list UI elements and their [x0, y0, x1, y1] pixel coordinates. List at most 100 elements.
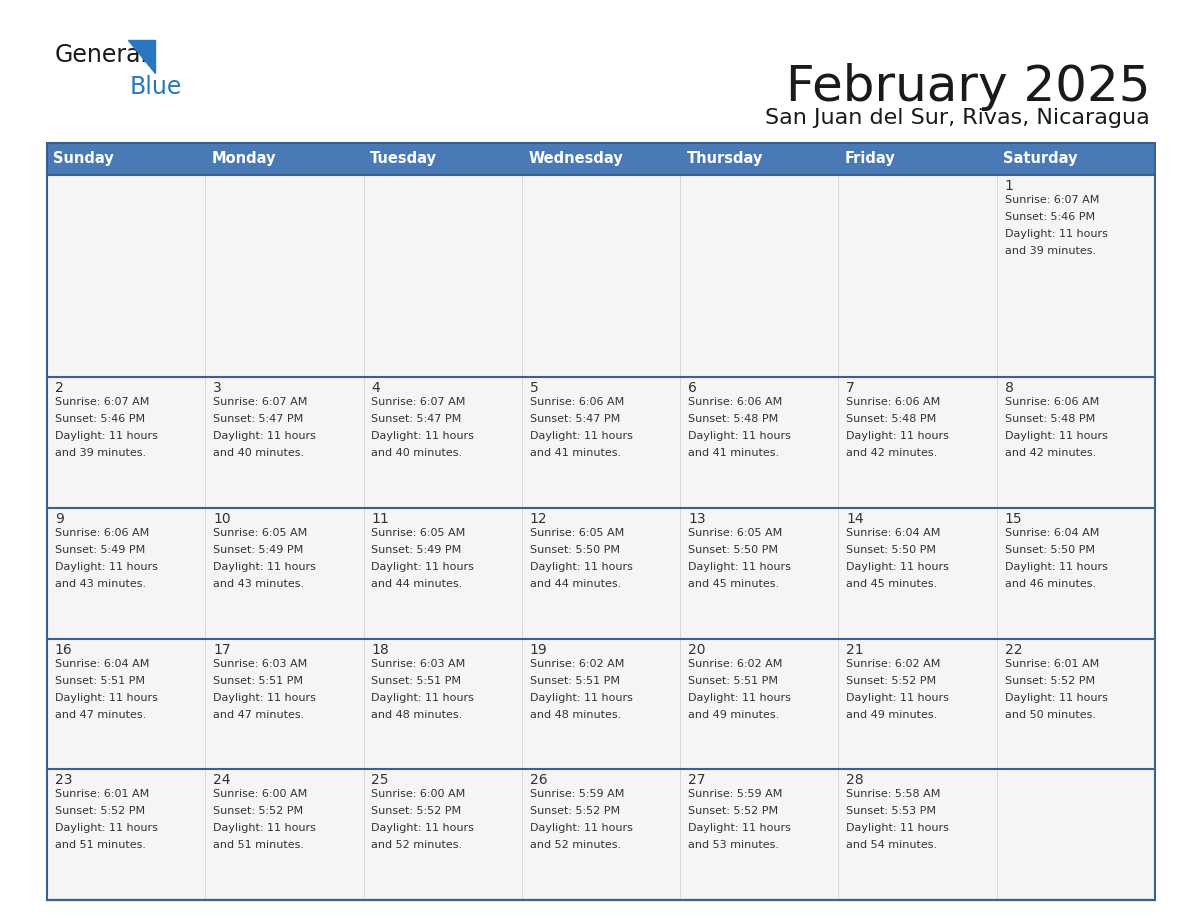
Text: and 50 minutes.: and 50 minutes.: [1005, 710, 1095, 720]
Text: Daylight: 11 hours: Daylight: 11 hours: [372, 431, 474, 442]
Text: Daylight: 11 hours: Daylight: 11 hours: [688, 693, 791, 703]
FancyBboxPatch shape: [206, 508, 364, 639]
Text: Sunrise: 6:06 AM: Sunrise: 6:06 AM: [1005, 397, 1099, 408]
Text: Sunset: 5:48 PM: Sunset: 5:48 PM: [688, 415, 778, 424]
Text: Daylight: 11 hours: Daylight: 11 hours: [1005, 431, 1107, 442]
Text: Sunrise: 6:03 AM: Sunrise: 6:03 AM: [372, 659, 466, 668]
FancyBboxPatch shape: [839, 508, 997, 639]
Text: 28: 28: [846, 773, 864, 788]
Text: and 43 minutes.: and 43 minutes.: [213, 579, 304, 589]
Text: Tuesday: Tuesday: [369, 151, 437, 166]
Text: 10: 10: [213, 512, 230, 526]
Text: 5: 5: [530, 382, 538, 396]
Text: Daylight: 11 hours: Daylight: 11 hours: [530, 693, 633, 703]
Text: Sunset: 5:52 PM: Sunset: 5:52 PM: [688, 806, 778, 816]
FancyBboxPatch shape: [48, 143, 1155, 175]
Text: Sunrise: 5:58 AM: Sunrise: 5:58 AM: [846, 789, 941, 800]
Text: Daylight: 11 hours: Daylight: 11 hours: [846, 693, 949, 703]
Text: Sunset: 5:50 PM: Sunset: 5:50 PM: [1005, 545, 1094, 555]
Text: 15: 15: [1005, 512, 1022, 526]
Text: Daylight: 11 hours: Daylight: 11 hours: [530, 431, 633, 442]
Text: Friday: Friday: [845, 151, 896, 166]
FancyBboxPatch shape: [522, 175, 681, 377]
FancyBboxPatch shape: [48, 508, 206, 639]
Text: Sunset: 5:51 PM: Sunset: 5:51 PM: [530, 676, 620, 686]
Text: 13: 13: [688, 512, 706, 526]
Text: Sunset: 5:47 PM: Sunset: 5:47 PM: [530, 415, 620, 424]
FancyBboxPatch shape: [364, 377, 522, 508]
Text: 26: 26: [530, 773, 548, 788]
Text: 19: 19: [530, 643, 548, 656]
Text: Daylight: 11 hours: Daylight: 11 hours: [55, 431, 158, 442]
FancyBboxPatch shape: [48, 769, 206, 900]
Text: and 43 minutes.: and 43 minutes.: [55, 579, 146, 589]
FancyBboxPatch shape: [364, 769, 522, 900]
Text: Wednesday: Wednesday: [529, 151, 623, 166]
Text: Daylight: 11 hours: Daylight: 11 hours: [213, 562, 316, 572]
Text: Sunrise: 6:02 AM: Sunrise: 6:02 AM: [530, 659, 624, 668]
Text: Sunrise: 6:07 AM: Sunrise: 6:07 AM: [1005, 195, 1099, 205]
Text: and 40 minutes.: and 40 minutes.: [213, 449, 304, 458]
Text: and 42 minutes.: and 42 minutes.: [846, 449, 937, 458]
Text: Sunset: 5:52 PM: Sunset: 5:52 PM: [55, 806, 145, 816]
Text: 2: 2: [55, 382, 64, 396]
Text: Daylight: 11 hours: Daylight: 11 hours: [688, 431, 791, 442]
Text: Daylight: 11 hours: Daylight: 11 hours: [55, 693, 158, 703]
Text: Sunset: 5:49 PM: Sunset: 5:49 PM: [213, 545, 303, 555]
Text: Daylight: 11 hours: Daylight: 11 hours: [372, 693, 474, 703]
Text: February 2025: February 2025: [785, 63, 1150, 111]
Text: Daylight: 11 hours: Daylight: 11 hours: [372, 823, 474, 834]
Text: and 47 minutes.: and 47 minutes.: [55, 710, 146, 720]
Text: 1: 1: [1005, 179, 1013, 193]
Text: and 45 minutes.: and 45 minutes.: [688, 579, 779, 589]
Text: Sunrise: 6:04 AM: Sunrise: 6:04 AM: [55, 659, 150, 668]
Text: and 41 minutes.: and 41 minutes.: [530, 449, 621, 458]
Text: Daylight: 11 hours: Daylight: 11 hours: [688, 823, 791, 834]
Text: 12: 12: [530, 512, 548, 526]
Text: Sunrise: 6:03 AM: Sunrise: 6:03 AM: [213, 659, 308, 668]
Text: and 42 minutes.: and 42 minutes.: [1005, 449, 1095, 458]
Text: Daylight: 11 hours: Daylight: 11 hours: [846, 431, 949, 442]
Text: and 39 minutes.: and 39 minutes.: [1005, 246, 1095, 256]
FancyBboxPatch shape: [364, 639, 522, 769]
Text: and 53 minutes.: and 53 minutes.: [688, 840, 779, 850]
Text: Sunrise: 6:01 AM: Sunrise: 6:01 AM: [55, 789, 150, 800]
Text: 27: 27: [688, 773, 706, 788]
FancyBboxPatch shape: [997, 769, 1155, 900]
Text: Sunrise: 6:06 AM: Sunrise: 6:06 AM: [846, 397, 941, 408]
Text: 21: 21: [846, 643, 864, 656]
Text: Sunrise: 6:07 AM: Sunrise: 6:07 AM: [213, 397, 308, 408]
FancyBboxPatch shape: [681, 639, 839, 769]
Text: Daylight: 11 hours: Daylight: 11 hours: [688, 562, 791, 572]
FancyBboxPatch shape: [206, 377, 364, 508]
FancyBboxPatch shape: [997, 639, 1155, 769]
Text: 11: 11: [372, 512, 390, 526]
Text: and 47 minutes.: and 47 minutes.: [213, 710, 304, 720]
Text: and 49 minutes.: and 49 minutes.: [688, 710, 779, 720]
Text: Sunrise: 6:00 AM: Sunrise: 6:00 AM: [372, 789, 466, 800]
Text: Daylight: 11 hours: Daylight: 11 hours: [846, 823, 949, 834]
Text: and 49 minutes.: and 49 minutes.: [846, 710, 937, 720]
Text: and 54 minutes.: and 54 minutes.: [846, 840, 937, 850]
Text: 7: 7: [846, 382, 855, 396]
Text: Daylight: 11 hours: Daylight: 11 hours: [213, 823, 316, 834]
Text: Sunset: 5:48 PM: Sunset: 5:48 PM: [846, 415, 936, 424]
Text: and 39 minutes.: and 39 minutes.: [55, 449, 146, 458]
Text: Sunrise: 6:01 AM: Sunrise: 6:01 AM: [1005, 659, 1099, 668]
Text: 3: 3: [213, 382, 222, 396]
Text: Daylight: 11 hours: Daylight: 11 hours: [55, 823, 158, 834]
Text: Sunrise: 5:59 AM: Sunrise: 5:59 AM: [530, 789, 624, 800]
Text: Sunrise: 6:05 AM: Sunrise: 6:05 AM: [213, 528, 308, 538]
Text: Sunset: 5:51 PM: Sunset: 5:51 PM: [372, 676, 461, 686]
Text: Sunrise: 6:02 AM: Sunrise: 6:02 AM: [846, 659, 941, 668]
FancyBboxPatch shape: [364, 508, 522, 639]
Text: and 44 minutes.: and 44 minutes.: [530, 579, 621, 589]
FancyBboxPatch shape: [839, 175, 997, 377]
Text: Sunset: 5:50 PM: Sunset: 5:50 PM: [846, 545, 936, 555]
Text: Sunset: 5:52 PM: Sunset: 5:52 PM: [530, 806, 620, 816]
Text: Daylight: 11 hours: Daylight: 11 hours: [530, 823, 633, 834]
FancyBboxPatch shape: [206, 175, 364, 377]
Text: Sunrise: 6:07 AM: Sunrise: 6:07 AM: [372, 397, 466, 408]
Text: and 44 minutes.: and 44 minutes.: [372, 579, 463, 589]
Text: Saturday: Saturday: [1003, 151, 1078, 166]
